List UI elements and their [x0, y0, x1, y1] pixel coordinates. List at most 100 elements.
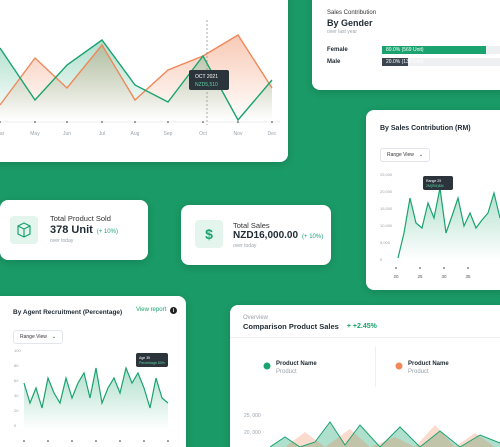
line-chart-card: Mar May Jun Jul Aug Sep Oct Nov Dec OCT 2021 NZD… — [0, 0, 288, 162]
orange-series-line — [0, 34, 273, 106]
y-tick-label: 40 — [14, 393, 19, 398]
month-label: Nov — [234, 131, 243, 137]
product-sub: Product — [408, 369, 429, 375]
comparison-chart — [270, 421, 500, 447]
x-tick-label: 35 — [465, 274, 471, 279]
product-sub: Product — [276, 369, 297, 375]
product-sold-value: 378 Unit — [50, 224, 93, 236]
product-sold-card: Total Product Sold 378 Unit (+ 10%) over… — [0, 200, 148, 260]
total-sales-value: NZD16,000.00 — [233, 230, 299, 241]
comparison-title: Comparison Product Sales — [243, 322, 339, 331]
axis-dot — [0, 121, 1, 123]
agent-tooltip-box — [136, 353, 168, 367]
y-tick-label: 10,000 — [380, 223, 393, 228]
x-tick-label: 20 — [393, 274, 399, 279]
month-label: May — [30, 131, 40, 137]
sales-contribution-line — [397, 187, 500, 259]
agent-recruitment-card: By Agent Recruitment (Percentage) View r… — [0, 296, 186, 447]
y-tick-label: 20,000 — [380, 189, 393, 194]
sc-tooltip-title: Range 25 — [426, 179, 441, 183]
gender-row-name: Female — [327, 47, 348, 53]
tooltip-title: OCT 2021 — [195, 74, 218, 80]
y-tick-label: 5,000 — [380, 240, 391, 245]
axis-dot — [467, 267, 469, 269]
axis-dot — [47, 440, 49, 442]
product-dot-icon — [395, 362, 403, 370]
box-icon — [10, 216, 38, 244]
tooltip-value: NZD5,510 — [195, 82, 218, 88]
agent-line — [23, 366, 169, 409]
sc-tooltip-value: 2M(RM)$M — [426, 184, 444, 188]
sales-contribution-title: By Sales Contribution (RM) — [380, 125, 471, 132]
range-view-select[interactable]: Range View ⌄ — [380, 148, 431, 162]
product-name: Product Name — [408, 361, 449, 367]
female-bar-fill: 80.0% (569 Unit) — [382, 46, 486, 54]
tooltip-box — [189, 70, 229, 90]
gender-card: Sales Contribution By Gender over last y… — [312, 0, 500, 90]
green-area — [0, 40, 272, 120]
comparison-ytick: 25, 000 — [244, 413, 261, 419]
view-report-link[interactable]: View report — [136, 307, 167, 313]
gender-label: Sales Contribution — [327, 10, 377, 16]
agent-tooltip-value: Percentage 80% — [139, 361, 165, 365]
x-tick-label: 25 — [417, 274, 423, 279]
chevron-down-icon: ⌄ — [51, 334, 57, 340]
product-sold-sub: over today — [50, 238, 74, 244]
chevron-down-icon: ⌄ — [418, 152, 424, 158]
axis-dot — [119, 440, 121, 442]
product-sold-change: (+ 10%) — [96, 229, 118, 235]
axis-dot — [34, 121, 36, 123]
y-tick-label: 15,000 — [380, 206, 393, 211]
axis-dot — [419, 267, 421, 269]
x-tick-label: 30 — [441, 274, 447, 279]
line-chart-svg: Mar May Jun Jul Aug Sep Oct Nov Dec OCT 2021 NZD… — [0, 20, 280, 137]
axis-dot — [395, 267, 397, 269]
agent-tooltip-title: Age 35 — [139, 356, 150, 360]
info-icon[interactable]: i — [170, 307, 177, 314]
y-tick-label: 20 — [14, 408, 19, 413]
agent-title: By Agent Recruitment (Percentage) — [13, 309, 123, 316]
month-label: Jul — [99, 131, 105, 137]
comparison-change: + +2.45% — [346, 323, 377, 330]
comparison-ytick: 20, 000 — [244, 430, 261, 436]
product-sold-label: Total Product Sold — [50, 214, 111, 223]
month-label: Sep — [164, 131, 173, 137]
dollar-icon: $ — [195, 220, 223, 248]
total-sales-sub: over today — [233, 243, 257, 249]
axis-dot — [134, 121, 136, 123]
sc-tooltip-box — [423, 176, 453, 190]
y-tick-label: 25,000 — [380, 172, 393, 177]
axis-dot — [143, 440, 145, 442]
month-label: Jun — [63, 131, 71, 137]
month-label: Oct — [199, 131, 207, 137]
gender-title: By Gender — [327, 18, 373, 28]
comparison-card: Overview Comparison Product Sales + +2.4… — [230, 305, 500, 447]
y-tick-label: 100 — [14, 348, 21, 353]
month-label: Mar — [0, 131, 5, 137]
female-bar-track: 80.0% (569 Unit) — [382, 46, 500, 54]
sales-contribution-card: By Sales Contribution (RM) Range View ⌄ … — [366, 110, 500, 290]
gender-subtitle: over last year — [327, 29, 358, 35]
month-label: Dec — [268, 131, 277, 137]
axis-dot — [202, 121, 204, 123]
male-bar-fill: 20.0% (130 Unit) — [382, 58, 424, 66]
month-label: Aug — [131, 131, 140, 137]
total-sales-label: Total Sales — [233, 221, 270, 230]
axis-dot — [167, 440, 169, 442]
axis-dot — [271, 121, 273, 123]
range-view-select[interactable]: Range View ⌄ — [13, 330, 64, 344]
axis-dot — [66, 121, 68, 123]
male-bar-track: 20.0% (130 Unit) — [382, 58, 500, 66]
product-name: Product Name — [276, 361, 317, 367]
axis-dot — [95, 440, 97, 442]
gender-row-name: Male — [327, 59, 341, 65]
comparison-overview: Overview — [243, 315, 269, 321]
axis-dot — [71, 440, 73, 442]
axis-dot — [167, 121, 169, 123]
y-tick-label: 0 — [14, 423, 17, 428]
green-series-line — [0, 39, 273, 122]
axis-dot — [23, 440, 25, 442]
axis-dot — [101, 121, 103, 123]
